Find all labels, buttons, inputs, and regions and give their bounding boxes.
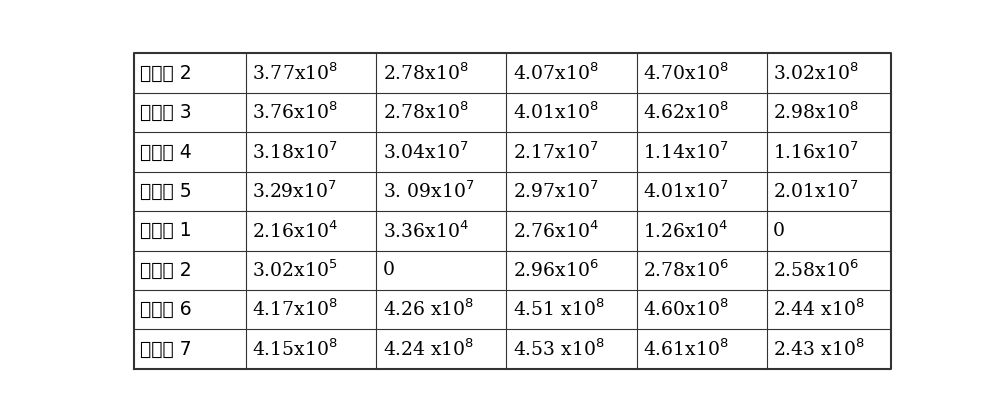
Text: 实施例 6: 实施例 6 xyxy=(140,300,192,319)
Text: 3.29x10$^{7}$: 3.29x10$^{7}$ xyxy=(252,181,337,202)
Text: 实施例 2: 实施例 2 xyxy=(140,64,192,83)
Text: 4.60x10$^{8}$: 4.60x10$^{8}$ xyxy=(643,299,728,321)
Text: 0: 0 xyxy=(383,261,395,279)
Text: 3.04x10$^{7}$: 3.04x10$^{7}$ xyxy=(383,141,468,163)
Text: 4.15x10$^{8}$: 4.15x10$^{8}$ xyxy=(252,338,338,360)
Text: 实施例 3: 实施例 3 xyxy=(140,103,192,122)
Text: 1.16x10$^{7}$: 1.16x10$^{7}$ xyxy=(773,141,858,163)
Text: 2.44 x10$^{8}$: 2.44 x10$^{8}$ xyxy=(773,299,865,321)
Text: 2.78x10$^{6}$: 2.78x10$^{6}$ xyxy=(643,260,729,281)
Text: 3.18x10$^{7}$: 3.18x10$^{7}$ xyxy=(252,141,338,163)
Text: 对比例 2: 对比例 2 xyxy=(140,261,192,280)
Text: 4.70x10$^{8}$: 4.70x10$^{8}$ xyxy=(643,62,728,84)
Text: 对比例 1: 对比例 1 xyxy=(140,221,192,240)
Text: 3.02x10$^{5}$: 3.02x10$^{5}$ xyxy=(252,260,338,281)
Text: 3.36x10$^{4}$: 3.36x10$^{4}$ xyxy=(383,220,469,242)
Text: 4.62x10$^{8}$: 4.62x10$^{8}$ xyxy=(643,102,728,123)
Text: 2.76x10$^{4}$: 2.76x10$^{4}$ xyxy=(513,220,599,242)
Text: 1.14x10$^{7}$: 1.14x10$^{7}$ xyxy=(643,141,728,163)
Text: 1.26x10$^{4}$: 1.26x10$^{4}$ xyxy=(643,220,728,242)
Text: 3.77x10$^{8}$: 3.77x10$^{8}$ xyxy=(252,62,339,84)
Text: 0: 0 xyxy=(773,222,785,240)
Text: 4.01x10$^{7}$: 4.01x10$^{7}$ xyxy=(643,181,728,202)
Text: 2.43 x10$^{8}$: 2.43 x10$^{8}$ xyxy=(773,338,865,360)
Text: 4.07x10$^{8}$: 4.07x10$^{8}$ xyxy=(513,62,598,84)
Text: 4.01x10$^{8}$: 4.01x10$^{8}$ xyxy=(513,102,598,123)
Text: 实施例 7: 实施例 7 xyxy=(140,339,192,359)
Text: 4.61x10$^{8}$: 4.61x10$^{8}$ xyxy=(643,338,728,360)
Text: 4.24 x10$^{8}$: 4.24 x10$^{8}$ xyxy=(383,338,474,360)
Text: 实施例 5: 实施例 5 xyxy=(140,182,192,201)
Text: 2.78x10$^{8}$: 2.78x10$^{8}$ xyxy=(383,62,468,84)
Text: 3.76x10$^{8}$: 3.76x10$^{8}$ xyxy=(252,102,338,123)
Text: 2.97x10$^{7}$: 2.97x10$^{7}$ xyxy=(513,181,598,202)
Text: 4.17x10$^{8}$: 4.17x10$^{8}$ xyxy=(252,299,338,321)
Text: 2.01x10$^{7}$: 2.01x10$^{7}$ xyxy=(773,181,858,202)
Text: 2.58x10$^{6}$: 2.58x10$^{6}$ xyxy=(773,260,859,281)
Text: 2.16x10$^{4}$: 2.16x10$^{4}$ xyxy=(252,220,338,242)
Text: 2.98x10$^{8}$: 2.98x10$^{8}$ xyxy=(773,102,859,123)
Text: 3.02x10$^{8}$: 3.02x10$^{8}$ xyxy=(773,62,859,84)
Text: 4.51 x10$^{8}$: 4.51 x10$^{8}$ xyxy=(513,299,604,321)
Text: 3. 09x10$^{7}$: 3. 09x10$^{7}$ xyxy=(383,181,474,202)
Text: 2.17x10$^{7}$: 2.17x10$^{7}$ xyxy=(513,141,598,163)
Text: 4.26 x10$^{8}$: 4.26 x10$^{8}$ xyxy=(383,299,474,321)
Text: 4.53 x10$^{8}$: 4.53 x10$^{8}$ xyxy=(513,338,604,360)
Text: 2.96x10$^{6}$: 2.96x10$^{6}$ xyxy=(513,260,599,281)
Text: 实施例 4: 实施例 4 xyxy=(140,143,192,161)
Text: 2.78x10$^{8}$: 2.78x10$^{8}$ xyxy=(383,102,468,123)
